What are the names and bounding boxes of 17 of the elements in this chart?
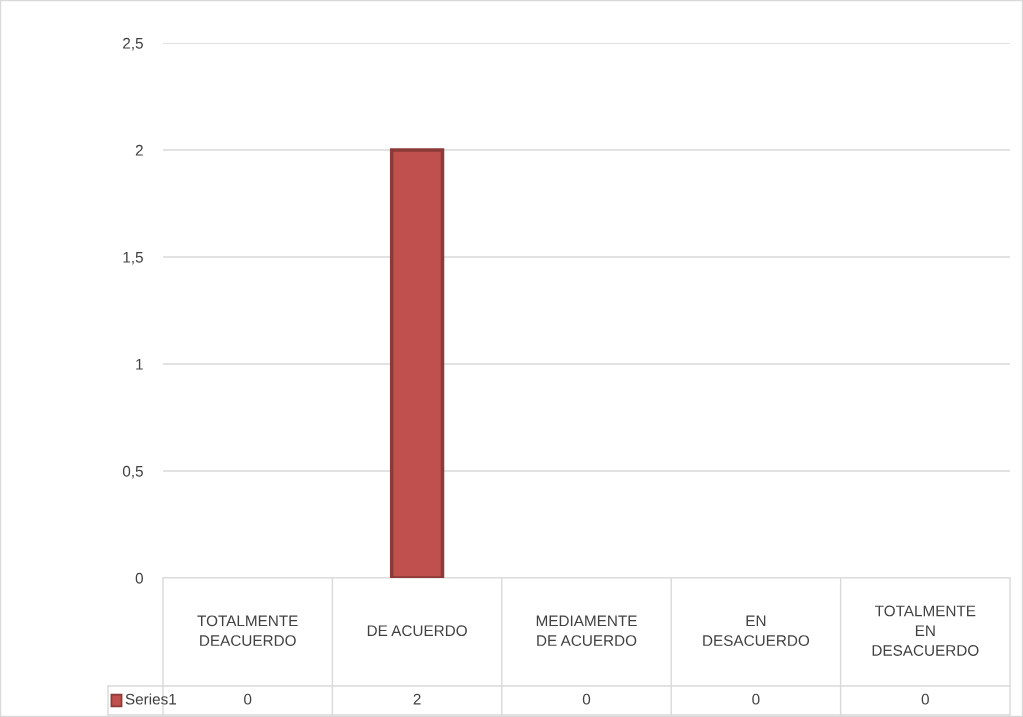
data-label: 2 [413, 693, 421, 705]
data-label: 0 [921, 693, 929, 705]
x-tick-label: TOTALMENTE DEACUERDO [197, 615, 298, 646]
y-tick-label: 1 [136, 359, 143, 370]
y-tick-label: 0,5 [122, 465, 143, 479]
y-tick-label: 0 [135, 572, 143, 584]
data-label: 0 [244, 693, 252, 705]
y-tick-label: 1,5 [123, 252, 143, 265]
x-tick-label: EN DESACUERDO [703, 615, 810, 646]
y-tick-label: 2,5 [123, 37, 143, 51]
data-label: 0 [752, 693, 760, 705]
y-tick-label: 2 [135, 144, 143, 156]
data-label: 0 [582, 693, 591, 705]
legend-label: Series1 [125, 693, 176, 705]
x-tick-label: DE ACUERDO [367, 625, 467, 637]
x-tick-label: MEDIAMENTE DE ACUERDO [536, 615, 637, 646]
x-tick-label: TOTALMENTE EN DESACUERDO [872, 605, 979, 656]
